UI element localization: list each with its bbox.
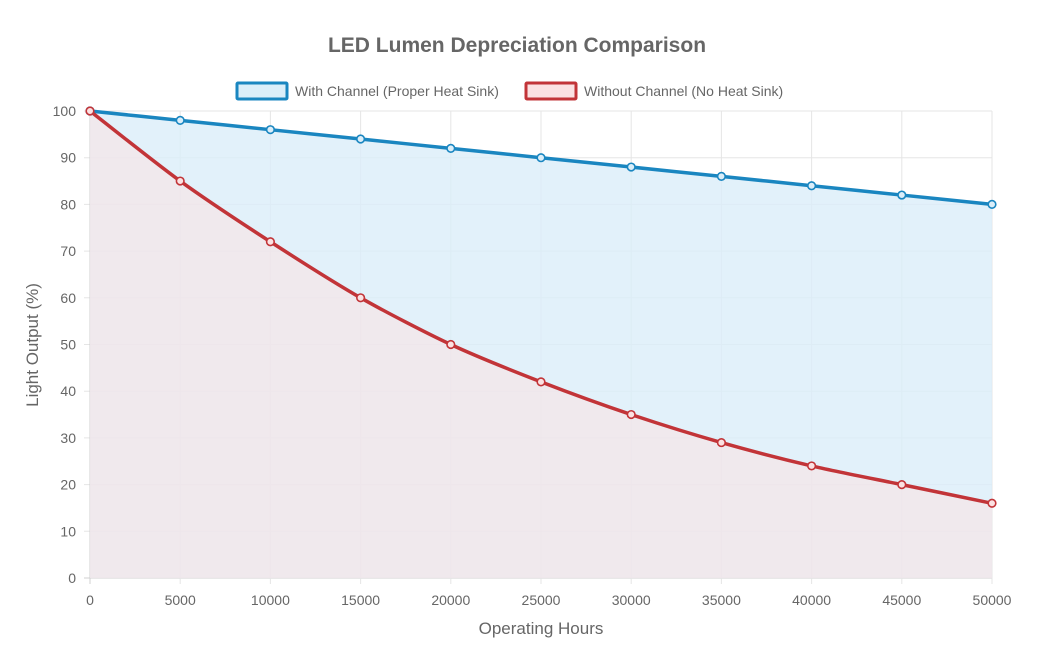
legend-label-without-channel: Without Channel (No Heat Sink)	[584, 83, 783, 99]
point-with-channel[interactable]	[626, 162, 636, 172]
line-without-channel	[88, 109, 994, 506]
x-tick-label: 30000	[612, 592, 651, 608]
y-tick-label: 30	[60, 430, 76, 446]
point-without-channel[interactable]	[536, 377, 546, 387]
x-tick-label: 45000	[882, 592, 921, 608]
x-tick-label: 5000	[165, 592, 196, 608]
point-without-channel[interactable]	[356, 293, 366, 303]
series-areas	[90, 111, 992, 578]
x-tick-label: 20000	[431, 592, 470, 608]
area-without-channel	[90, 111, 992, 578]
point-without-channel[interactable]	[987, 498, 997, 508]
point-with-channel[interactable]	[356, 134, 366, 144]
y-tick-label: 80	[60, 196, 76, 212]
point-without-channel[interactable]	[175, 176, 185, 186]
chart-title: LED Lumen Depreciation Comparison	[328, 34, 706, 57]
x-tick-label: 15000	[341, 592, 380, 608]
y-tick-label: 50	[60, 337, 76, 353]
legend-swatch-without-channel	[524, 81, 578, 101]
series-points	[85, 106, 997, 508]
point-with-channel[interactable]	[536, 153, 546, 163]
x-tick-label: 10000	[251, 592, 290, 608]
point-without-channel[interactable]	[626, 409, 636, 420]
point-with-channel[interactable]	[806, 181, 817, 191]
y-tick-label: 60	[60, 290, 76, 306]
y-tick-label: 20	[60, 477, 76, 493]
y-tick-label: 0	[68, 570, 76, 586]
y-tick-label: 70	[60, 243, 76, 259]
point-with-channel[interactable]	[716, 171, 727, 181]
point-without-channel[interactable]	[446, 339, 456, 350]
y-axis-title: Light Output (%)	[23, 283, 42, 407]
legend-item-without-channel[interactable]: Without Channel (No Heat Sink)	[524, 81, 783, 101]
point-without-channel[interactable]	[806, 461, 817, 471]
y-tick-label: 10	[60, 523, 76, 539]
axis-ticks: 0 10 20 30 40 50 60 70 80 90 100 0 5000 10000 15000 200…	[53, 103, 1012, 608]
x-tick-label: 35000	[702, 592, 741, 608]
y-tick-label: 100	[53, 103, 77, 119]
x-axis-title: Operating Hours	[479, 619, 604, 638]
legend-swatch-with-channel	[235, 81, 289, 101]
point-without-channel[interactable]	[716, 437, 727, 448]
x-tick-label: 0	[86, 592, 94, 608]
point-with-channel[interactable]	[446, 143, 456, 153]
point-with-channel[interactable]	[265, 125, 276, 135]
legend-item-with-channel[interactable]: With Channel (Proper Heat Sink)	[235, 81, 499, 101]
legend: With Channel (Proper Heat Sink) Without …	[235, 81, 783, 101]
x-tick-label: 40000	[792, 592, 831, 608]
y-tick-label: 90	[60, 150, 76, 166]
x-tick-label: 50000	[973, 592, 1012, 608]
point-without-channel[interactable]	[897, 480, 907, 490]
y-tick-label: 40	[60, 383, 76, 399]
x-tick-label: 25000	[522, 592, 561, 608]
point-without-channel[interactable]	[85, 106, 95, 116]
point-without-channel[interactable]	[265, 237, 276, 247]
point-with-channel[interactable]	[175, 115, 185, 125]
legend-label-with-channel: With Channel (Proper Heat Sink)	[295, 83, 499, 99]
point-with-channel[interactable]	[897, 190, 907, 200]
point-with-channel[interactable]	[987, 199, 997, 209]
